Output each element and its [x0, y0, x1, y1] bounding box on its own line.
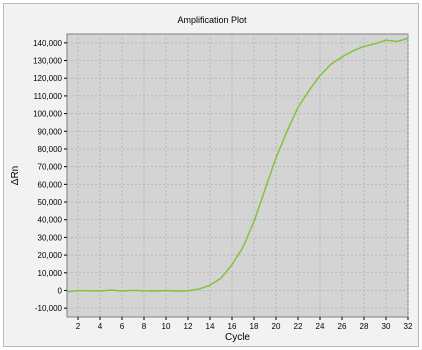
- y-tick-label: 60,000: [38, 180, 63, 189]
- x-tick-label: 16: [228, 322, 237, 331]
- amplification-chart: Amplification Plot 2 4 6 8 10 12 14 16 18 20 22 24 2…: [10, 15, 413, 343]
- y-tick-label: -10,000: [35, 304, 63, 313]
- x-tick-label: 12: [184, 322, 193, 331]
- plot-area: [66, 33, 409, 318]
- chart-title: Amplification Plot: [177, 15, 247, 25]
- y-tick-label: 90,000: [38, 127, 63, 136]
- y-tick-label: 40,000: [38, 216, 63, 225]
- amplification-series-line: [66, 37, 409, 293]
- y-tick-label: 130,000: [33, 57, 62, 66]
- chart-frame: Amplification Plot 2 4 6 8 10 12 14 16 18 20 22 24 2…: [3, 3, 419, 347]
- series-layer: [66, 37, 409, 293]
- y-tick-label: 30,000: [38, 233, 63, 242]
- y-tick-label: 20,000: [38, 251, 63, 260]
- y-tick-label: 0: [58, 286, 63, 295]
- x-tick-label: 2: [76, 322, 81, 331]
- x-tick-label: 26: [338, 322, 347, 331]
- y-tick-label: 80,000: [38, 145, 63, 154]
- x-tick-label: 6: [120, 322, 125, 331]
- x-tick-label: 10: [162, 322, 171, 331]
- x-tick-label: 22: [294, 322, 303, 331]
- y-tick-label: 140,000: [33, 39, 62, 48]
- y-tick-label: 110,000: [34, 92, 63, 101]
- y-tick-label: 10,000: [38, 269, 63, 278]
- y-tick-label: 120,000: [33, 74, 62, 83]
- y-axis-title: ΔRn: [10, 166, 21, 185]
- x-tick-label: 18: [250, 322, 259, 331]
- x-tick-label: 30: [382, 322, 391, 331]
- x-tick-label: 20: [272, 322, 281, 331]
- y-tick-label: 50,000: [38, 198, 63, 207]
- x-tick-label: 24: [316, 322, 325, 331]
- y-tick-label: 70,000: [38, 163, 63, 172]
- axis-ticks: 2 4 6 8 10 12 14 16 18 20 22 24 26 28 30 32-10,000010,0…: [33, 39, 413, 331]
- y-tick-label: 100,000: [33, 110, 62, 119]
- x-tick-label: 8: [142, 322, 147, 331]
- grid-lines: [67, 34, 409, 317]
- x-tick-label: 14: [206, 322, 215, 331]
- x-axis-title: Cycle: [225, 332, 250, 343]
- x-tick-label: 32: [404, 322, 413, 331]
- x-tick-label: 28: [360, 322, 369, 331]
- x-tick-label: 4: [98, 322, 103, 331]
